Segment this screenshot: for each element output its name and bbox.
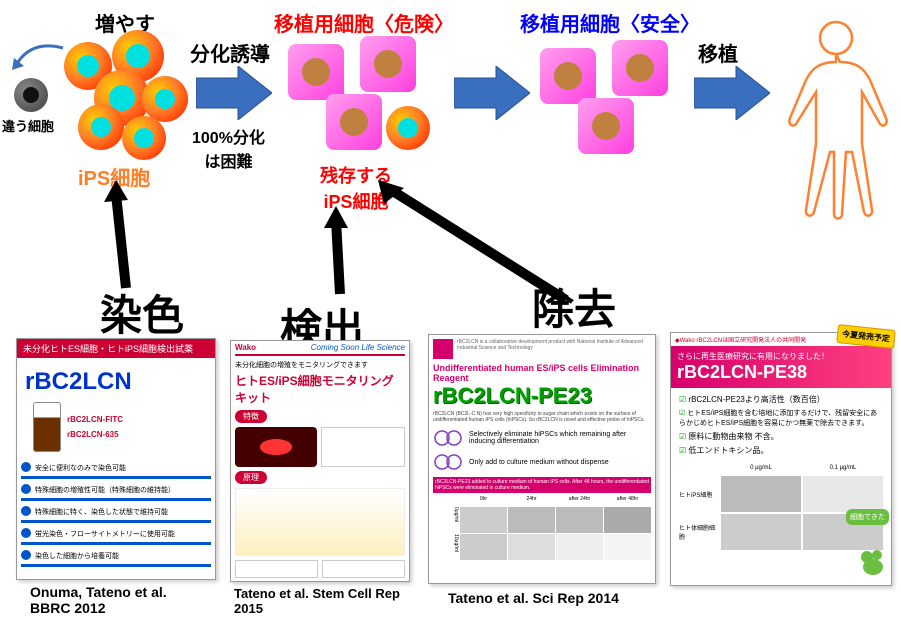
poster-2-sec2: 原理 [235,471,267,484]
label-diff-note: 100%分化 は困難 [192,124,265,172]
mouse-icon [859,549,887,577]
poster-2-title: ヒトES/iPS細胞モニタリングキット [235,372,405,406]
poster-2-tbl1 [235,560,318,578]
label-transplant: 移植 [698,38,738,67]
poster-1-b5: 染色した細胞から培養可能 [21,548,211,567]
different-cell-icon [14,78,48,112]
poster-4-b3: ☑ 原料に動物由来物 不含。 [679,431,883,442]
arrow-detect [306,206,366,296]
arrow-3 [694,66,770,120]
poster-2-top: 未分化細胞の増殖をモニタリングできます [235,360,405,370]
label-safe: 移植用細胞〈安全〉 [520,8,700,37]
poster-2-chart [321,427,405,467]
poster-2: Wako Coming Soon Life Science 未分化細胞の増殖をモ… [230,340,410,582]
poster-1-title: rBC2LCN [25,368,211,396]
poster-4-img-a [721,476,801,512]
poster-3-redbar: rBC2LCN-PE23 added to culture medium of … [433,477,651,493]
poster-3-note1: Selectively eliminate hiPSCs which remai… [469,431,651,445]
poster-4-img-c [721,514,801,550]
poster-4-b2: ☑ ヒトES/iPS細胞を含む培地に添加するだけで、残留安全にあらかじめヒトES… [679,408,883,428]
poster-2-img1 [235,427,317,467]
poster-1-b1: 安全に便利なのみで染色可能 [21,460,211,479]
poster-1-b3: 特殊細胞に特く、染色した状態で維持可能 [21,504,211,523]
poster-4-top: さらに再生医療研究に有用になりました！ [677,351,885,362]
ips-cluster [60,30,190,160]
poster-3-grid: 0hr24hrafter 24hrafter 48hr 0μg/ml 10μg/… [433,496,651,560]
poster-4-b1: ☑ rBC2LCN-PE23より高活性（数百倍） [679,394,883,405]
arrow-1 [196,66,272,120]
poster-3-title: rBC2LCN-PE23 [433,383,651,409]
label-stain: 染色 [100,282,184,343]
poster-1: 未分化ヒトES細胞・ヒトiPS細胞検出試薬 rBC2LCN rBC2LCN-FI… [16,338,216,580]
label-different-cell: 違う細胞 [2,116,54,135]
poster-1-b2: 特殊細胞の増殖性可能（特殊細胞の維持能） [21,482,211,501]
poster-3-desc: rBC2LCN (BC2L-C N) has very high specifi… [433,411,651,423]
poster-3-top: Undifferentiated human ES/iPS cells Elim… [433,363,651,383]
poster-3-icon1 [433,429,463,447]
poster-2-sec1: 特徴 [235,410,267,423]
poster-4-row2: ヒト体細胞細胞 [679,523,719,541]
poster-3: rBC2LCN is a collaborative development p… [428,334,656,584]
poster-4-row1: ヒトiPS細胞 [679,490,719,499]
poster-1-b4: 蛍光染色・フローサイトメトリーに使用可能 [21,526,211,545]
poster-3-smalltext: rBC2LCN is a collaborative development p… [457,339,651,351]
poster-1-bottle [33,402,61,452]
poster-1-sub1: rBC2LCN-FITC [67,415,123,424]
poster-2-brand: Wako [235,343,256,352]
poster-1-cite: Onuma, Tateno et al. BBRC 2012 [30,584,210,616]
poster-4-title: rBC2LCN-PE38 [677,362,885,383]
label-remove: 除去 [532,276,616,337]
label-induce: 分化誘導 [190,38,270,67]
poster-4-b4: ☑ 低エンドトキシン品。 [679,445,883,456]
poster-4-col1: 0 μg/mL [721,465,801,471]
poster-3-cite: Tateno et al. Sci Rep 2014 [448,590,619,606]
poster-2-tbl2 [322,560,405,578]
arrow-stain [98,180,148,290]
poster-2-schematic [235,488,405,556]
poster-4: 今夏発売予定 ◆Wako rBC2LCNは国立研究開発法人の共同開発 さらに再生… [670,332,892,586]
poster-3-note2: Only add to culture medium without dispe… [469,459,651,466]
poster-3-icon2 [433,453,463,471]
poster-1-sub2: rBC2LCN-635 [67,430,123,439]
poster-2-tag: Coming Soon Life Science [311,343,405,352]
arrow-2 [454,66,530,120]
safe-cells [540,40,690,160]
poster-4-side: 細胞できた [846,509,889,525]
poster-1-header: 未分化ヒトES細胞・ヒトiPS細胞検出試薬 [17,339,215,358]
poster-3-logo [433,339,453,359]
label-danger: 移植用細胞〈危険〉 [274,8,454,37]
poster-4-img-b [803,476,883,512]
poster-4-col2: 0.1 μg/mL [803,465,883,471]
poster-2-cite: Tateno et al. Stem Cell Rep 2015 [234,586,404,616]
human-body-icon [776,14,896,224]
danger-cells [288,36,458,176]
